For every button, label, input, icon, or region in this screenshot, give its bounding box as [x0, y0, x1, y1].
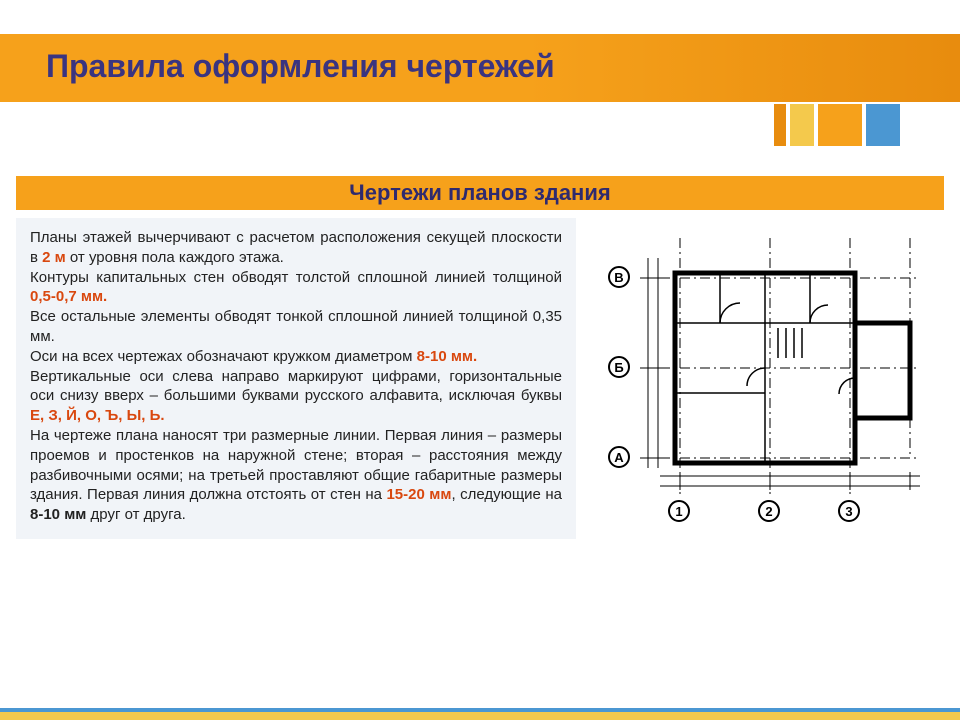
p2hl: 0,5-0,7 мм. [30, 288, 107, 305]
p6c: 8-10 мм [30, 506, 86, 523]
p5hl: Е, З, Й, О, Ъ, Ы, Ь. [30, 407, 165, 424]
page-title: Правила оформления чертежей [46, 48, 555, 85]
p2a: Контуры капитальных стен обводят толстой… [30, 269, 562, 286]
axis-label-1: 1 [668, 500, 690, 522]
axis-label-b: Б [608, 356, 630, 378]
p5a: Вертикальные оси слева направо маркируют… [30, 368, 562, 405]
p1b: от уровня пола каждого этажа. [66, 249, 284, 266]
p6b: , следующие на [451, 486, 562, 503]
p4a: Оси на всех чертежах обозначают кружком … [30, 348, 417, 365]
p1hl: 2 м [42, 249, 66, 266]
p6d: друг от друга. [86, 506, 185, 523]
p6hl: 15-20 мм [386, 486, 451, 503]
axis-label-3: 3 [838, 500, 860, 522]
axis-label-v: В [608, 266, 630, 288]
p4hl: 8-10 мм. [417, 348, 478, 365]
axis-label-2: 2 [758, 500, 780, 522]
subheader: Чертежи планов здания [16, 176, 944, 210]
body-text: Планы этажей вычерчивают с расчетом расп… [16, 218, 576, 539]
accent-stripes [770, 104, 900, 151]
axis-label-a: А [608, 446, 630, 468]
footer-stripe-yellow [0, 712, 960, 720]
p3: Все остальные элементы обводят тонкой сп… [30, 307, 562, 347]
floor-plan: В Б А 1 2 3 [600, 228, 940, 528]
